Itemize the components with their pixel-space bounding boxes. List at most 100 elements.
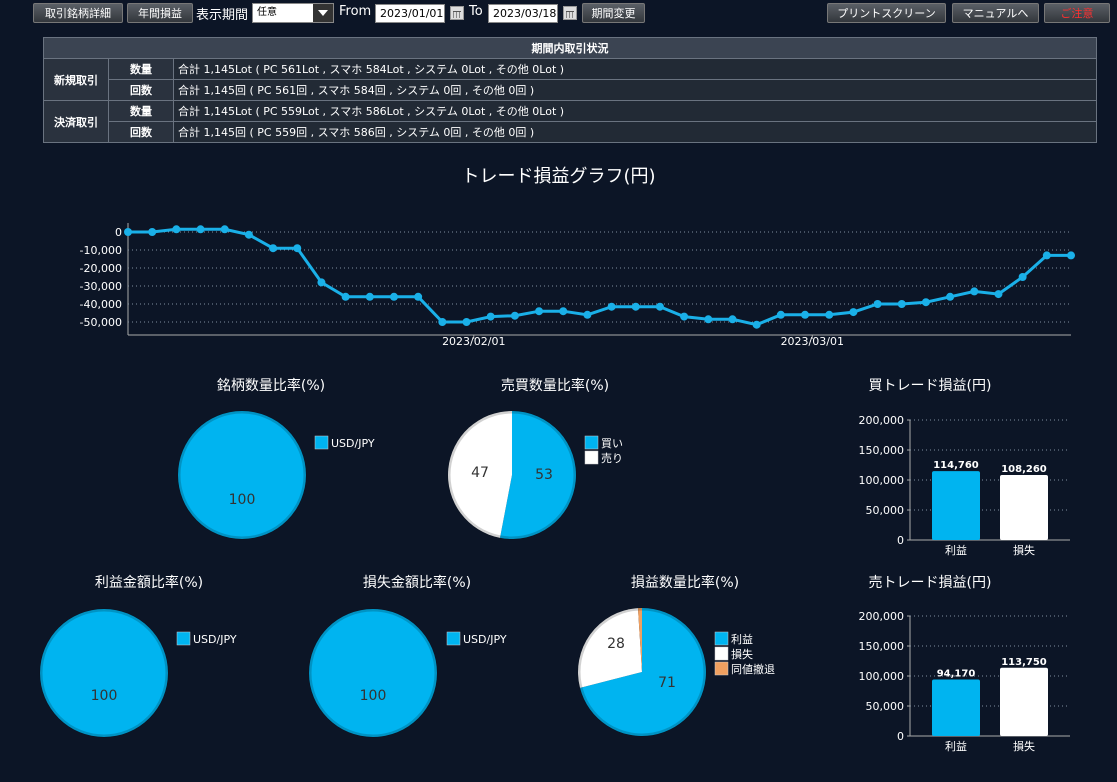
data-point <box>414 292 423 301</box>
manual-button[interactable]: マニュアルへ <box>952 3 1039 23</box>
data-point <box>946 292 955 301</box>
x-tick-label: 利益 <box>945 543 967 557</box>
bar <box>1000 667 1048 736</box>
from-label: From <box>339 4 372 19</box>
legend-swatch <box>446 631 461 646</box>
pl-line-chart: 0 -10,000 -20,000 -30,000 -40,000 -50,000 2023… <box>80 223 1075 348</box>
annual-button[interactable]: 年間損益 <box>127 3 193 23</box>
y-tick-label: 50,000 <box>866 700 905 713</box>
pie-slice <box>178 411 306 539</box>
data-point <box>970 287 979 296</box>
table-row: 回数 合計 1,145回 ( PC 559回 , スマホ 586回 , システム… <box>44 121 1097 143</box>
summary-value: 合計 1,145Lot ( PC 561Lot , スマホ 584Lot , シ… <box>173 58 1097 80</box>
y-tick-label: 50,000 <box>866 504 905 517</box>
pie-title: 利益金額比率(%) <box>94 575 204 591</box>
data-point <box>535 307 544 316</box>
calendar-icon[interactable] <box>450 6 464 20</box>
data-point <box>462 318 471 326</box>
line-chart-title: トレード損益グラフ(円) <box>461 166 656 187</box>
x-tick-label: 2023/03/01 <box>781 335 844 348</box>
pie-value-label: 71 <box>658 675 676 691</box>
data-point <box>317 278 326 287</box>
detail-button[interactable]: 取引銘柄詳細 <box>33 3 123 23</box>
bar-title: 買トレード損益(円) <box>868 378 992 394</box>
period-select[interactable]: 任意 <box>252 3 334 23</box>
data-point <box>849 308 858 317</box>
table-row: 新規取引 数量 合計 1,145Lot ( PC 561Lot , スマホ 58… <box>43 58 1097 101</box>
data-point <box>559 307 568 316</box>
print-screen-button[interactable]: プリントスクリーン <box>827 3 946 23</box>
data-point <box>1018 273 1027 281</box>
category-new: 新規取引 <box>43 58 109 101</box>
data-point <box>196 225 205 234</box>
chevron-down-icon[interactable] <box>313 4 333 22</box>
pie-slice <box>637 608 642 672</box>
pie-slice <box>448 411 512 538</box>
summary-value: 合計 1,145Lot ( PC 559Lot , スマホ 586Lot , シ… <box>173 100 1097 122</box>
data-point <box>148 228 157 236</box>
legend-swatch <box>176 631 191 646</box>
legend-label: 買い <box>601 437 623 450</box>
close-button[interactable]: ご注意 <box>1044 3 1110 23</box>
legend-swatch <box>584 435 599 450</box>
data-point <box>341 292 350 301</box>
legend-swatch <box>314 435 329 450</box>
y-tick-label: 0 <box>115 226 122 239</box>
data-point <box>172 225 181 234</box>
data-point <box>365 292 374 301</box>
data-point <box>776 310 785 319</box>
table-row: 回数 合計 1,145回 ( PC 561回 , スマホ 584回 , システム… <box>44 79 1097 101</box>
sub-label: 回数 <box>108 79 174 101</box>
period-change-button[interactable]: 期間変更 <box>582 3 645 23</box>
from-date-input[interactable]: 2023/01/01 <box>375 4 445 23</box>
y-tick-label: -10,000 <box>80 244 122 257</box>
pie-slice <box>578 608 642 688</box>
pie-value-label: 100 <box>91 688 118 704</box>
pie-shadow <box>308 608 438 738</box>
profit-amount-pie: 100 USD/JPY <box>39 608 237 738</box>
data-point <box>486 312 495 321</box>
legend-swatch <box>714 646 729 661</box>
data-point <box>897 300 906 308</box>
bar <box>1000 475 1048 540</box>
bar <box>932 679 980 736</box>
y-tick-label: -30,000 <box>80 280 122 293</box>
sub-label: 数量 <box>108 58 174 80</box>
y-tick-label: 150,000 <box>859 640 905 653</box>
bar <box>932 471 980 540</box>
period-label: 表示期間 <box>196 8 249 23</box>
pie-value-label: 100 <box>360 688 387 704</box>
series-line <box>128 227 1071 327</box>
bar-value-label: 108,260 <box>1001 464 1047 475</box>
data-point <box>1042 251 1051 260</box>
pie-shadow <box>177 410 307 540</box>
data-point <box>124 228 132 236</box>
data-point <box>389 292 398 301</box>
table-row: 決済取引 数量 合計 1,145Lot ( PC 559Lot , スマホ 58… <box>43 100 1097 143</box>
pie-title: 売買数量比率(%) <box>500 378 610 394</box>
to-date-input[interactable]: 2023/03/18 <box>488 4 558 23</box>
y-tick-label: -40,000 <box>80 298 122 311</box>
calendar-icon[interactable] <box>563 6 577 20</box>
pie-title: 損失金額比率(%) <box>362 575 472 591</box>
pie-title: 銘柄数量比率(%) <box>216 378 326 394</box>
sell-trade-bar-chart: 200,000 150,000 100,000 50,000 0 94,170 利益 113,… <box>859 610 1070 753</box>
pie-shadow <box>447 410 577 540</box>
pie-shadow <box>39 608 169 738</box>
pie-slice <box>580 608 706 736</box>
pie-value-label: 100 <box>229 492 256 508</box>
pie-title: 損益数量比率(%) <box>630 575 740 591</box>
bar-value-label: 114,760 <box>933 460 979 471</box>
bar-value-label: 94,170 <box>937 668 976 679</box>
data-point <box>994 290 1003 299</box>
y-tick-label: -50,000 <box>80 316 122 329</box>
legend-label: USD/JPY <box>193 633 237 646</box>
legend-label: USD/JPY <box>463 633 507 646</box>
legend-swatch <box>714 631 729 646</box>
data-point <box>583 310 592 319</box>
data-point <box>873 300 882 308</box>
pie-slice <box>309 609 437 737</box>
x-tick-label: 2023/02/01 <box>442 335 505 348</box>
y-tick-label: -20,000 <box>80 262 122 275</box>
